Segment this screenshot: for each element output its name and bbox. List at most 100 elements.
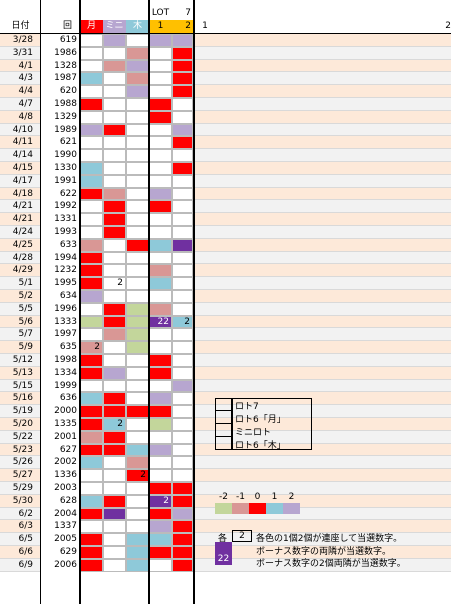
color-cell[interactable]	[149, 252, 172, 264]
color-cell[interactable]	[103, 367, 126, 380]
color-cell[interactable]	[126, 367, 149, 380]
color-cell[interactable]	[103, 546, 126, 559]
color-cell[interactable]	[126, 98, 149, 111]
color-cell[interactable]	[103, 316, 126, 328]
color-cell[interactable]	[80, 124, 103, 136]
color-cell[interactable]	[126, 124, 149, 136]
color-cell[interactable]	[172, 482, 193, 495]
color-cell[interactable]	[126, 341, 149, 354]
color-cell[interactable]	[149, 520, 172, 533]
color-cell[interactable]	[172, 60, 193, 72]
color-cell[interactable]	[172, 85, 193, 98]
color-cell[interactable]	[149, 290, 172, 303]
color-cell[interactable]	[80, 444, 103, 456]
color-cell[interactable]	[149, 431, 172, 444]
color-cell[interactable]	[103, 162, 126, 175]
color-cell[interactable]	[80, 380, 103, 392]
color-cell[interactable]	[80, 226, 103, 239]
color-cell[interactable]	[149, 264, 172, 277]
color-cell[interactable]	[149, 277, 172, 290]
color-cell[interactable]	[172, 290, 193, 303]
color-cell[interactable]	[126, 226, 149, 239]
color-cell[interactable]	[103, 149, 126, 162]
color-cell[interactable]	[103, 533, 126, 546]
color-cell[interactable]	[149, 188, 172, 200]
color-cell[interactable]	[172, 149, 193, 162]
color-cell[interactable]	[126, 456, 149, 469]
color-cell[interactable]	[80, 520, 103, 533]
color-cell[interactable]	[103, 290, 126, 303]
color-cell[interactable]	[149, 149, 172, 162]
color-cell[interactable]	[80, 264, 103, 277]
color-cell[interactable]	[103, 188, 126, 200]
color-cell[interactable]	[126, 392, 149, 405]
color-cell[interactable]	[126, 239, 149, 252]
color-cell[interactable]	[80, 316, 103, 328]
color-cell[interactable]	[80, 200, 103, 213]
color-cell[interactable]	[103, 431, 126, 444]
color-cell[interactable]	[172, 520, 193, 533]
color-cell[interactable]	[126, 533, 149, 546]
color-cell[interactable]	[172, 405, 193, 418]
color-cell[interactable]	[172, 175, 193, 188]
color-cell[interactable]	[80, 162, 103, 175]
color-cell[interactable]	[103, 124, 126, 136]
color-cell[interactable]	[126, 34, 149, 47]
color-cell[interactable]	[80, 213, 103, 226]
color-cell[interactable]	[126, 444, 149, 456]
color-cell[interactable]	[126, 175, 149, 188]
color-cell[interactable]	[149, 405, 172, 418]
color-cell[interactable]	[149, 60, 172, 72]
color-cell[interactable]	[80, 277, 103, 290]
color-cell[interactable]	[103, 380, 126, 392]
color-cell[interactable]	[172, 252, 193, 264]
color-cell[interactable]	[126, 418, 149, 431]
color-cell[interactable]	[126, 520, 149, 533]
color-cell[interactable]	[103, 495, 126, 508]
color-cell[interactable]	[126, 188, 149, 200]
color-cell[interactable]	[103, 111, 126, 124]
color-cell[interactable]	[103, 354, 126, 367]
color-cell[interactable]	[126, 546, 149, 559]
color-cell[interactable]	[149, 559, 172, 572]
color-cell[interactable]	[172, 264, 193, 277]
color-cell[interactable]	[103, 85, 126, 98]
color-cell[interactable]	[126, 264, 149, 277]
color-cell[interactable]	[80, 482, 103, 495]
color-cell[interactable]	[172, 188, 193, 200]
color-cell[interactable]	[126, 405, 149, 418]
color-cell[interactable]	[149, 367, 172, 380]
color-cell[interactable]	[172, 328, 193, 341]
color-cell[interactable]	[149, 111, 172, 124]
color-cell[interactable]	[149, 34, 172, 47]
color-cell[interactable]	[172, 380, 193, 392]
color-cell[interactable]	[149, 213, 172, 226]
color-cell[interactable]	[80, 149, 103, 162]
color-cell[interactable]	[103, 520, 126, 533]
color-cell[interactable]	[172, 495, 193, 508]
color-cell[interactable]	[103, 34, 126, 47]
color-cell[interactable]	[172, 508, 193, 520]
color-cell[interactable]	[149, 418, 172, 431]
color-cell[interactable]	[80, 328, 103, 341]
color-cell[interactable]	[172, 431, 193, 444]
color-cell[interactable]	[172, 316, 193, 328]
color-cell[interactable]	[80, 546, 103, 559]
color-cell[interactable]	[103, 456, 126, 469]
color-cell[interactable]	[149, 341, 172, 354]
color-cell[interactable]	[126, 303, 149, 316]
color-cell[interactable]	[149, 508, 172, 520]
color-cell[interactable]	[149, 380, 172, 392]
color-cell[interactable]	[126, 149, 149, 162]
color-cell[interactable]	[80, 303, 103, 316]
color-cell[interactable]	[149, 456, 172, 469]
color-cell[interactable]	[80, 559, 103, 572]
color-cell[interactable]	[172, 72, 193, 85]
color-cell[interactable]	[103, 72, 126, 85]
color-cell[interactable]	[103, 508, 126, 520]
color-cell[interactable]	[80, 188, 103, 200]
color-cell[interactable]	[172, 162, 193, 175]
color-cell[interactable]	[149, 175, 172, 188]
color-cell[interactable]	[80, 34, 103, 47]
color-cell[interactable]	[80, 367, 103, 380]
